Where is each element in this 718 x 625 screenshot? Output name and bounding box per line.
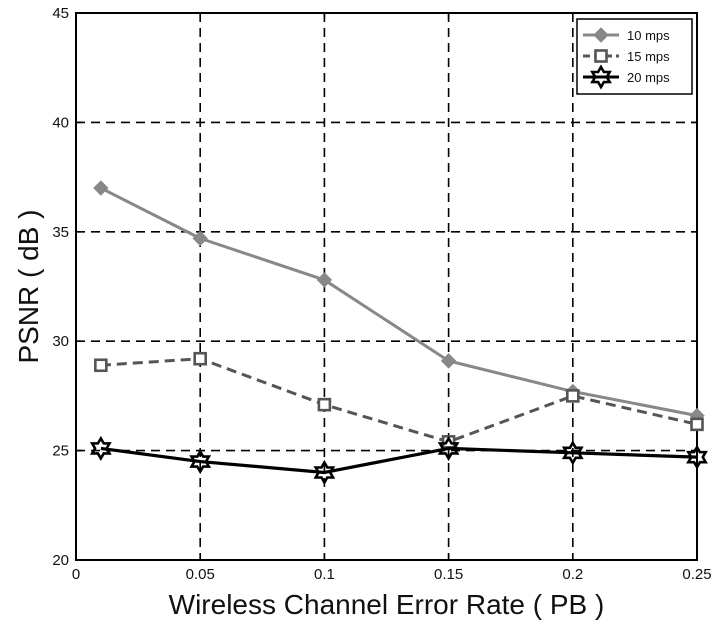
data-point <box>690 417 704 432</box>
x-tick-label: 0.1 <box>314 566 335 583</box>
legend-item: 15 mps <box>583 49 670 64</box>
x-tick-label: 0 <box>72 566 80 583</box>
axis-ticks: 0 0.05 0.1 0.15 0.2 0.25 20 25 30 35 40 45 <box>52 5 711 583</box>
legend-item: 10 mps <box>583 27 670 43</box>
data-point <box>93 180 109 196</box>
legend-label: 20 mps <box>627 70 670 85</box>
x-tick-label: 0.2 <box>562 566 583 583</box>
data-point <box>686 444 708 470</box>
legend-item: 20 mps <box>583 64 670 90</box>
y-axis-title: PSNR ( dB ) <box>13 209 44 363</box>
x-tick-label: 0.05 <box>186 566 215 583</box>
data-point <box>317 397 332 412</box>
x-tick-label: 0.15 <box>434 566 463 583</box>
data-point <box>561 440 584 466</box>
data-point <box>193 351 207 366</box>
data-point <box>437 435 460 461</box>
x-tick-label: 0.25 <box>682 566 711 583</box>
legend-marker <box>593 27 609 43</box>
series-line <box>100 446 698 475</box>
data-point <box>192 230 208 247</box>
y-tick-label: 20 <box>52 552 69 569</box>
series-3 <box>89 435 708 486</box>
data-point <box>565 389 580 403</box>
y-tick-label: 35 <box>52 224 69 241</box>
legend-label: 10 mps <box>627 28 670 43</box>
legend-label: 15 mps <box>627 49 670 64</box>
data-point <box>94 358 108 373</box>
legend: 10 mps 15 mps 20 mps <box>576 18 693 95</box>
y-tick-label: 45 <box>52 5 69 22</box>
data-point <box>316 272 333 288</box>
plot-area-frame <box>75 12 698 561</box>
data-point <box>313 459 336 486</box>
y-tick-label: 40 <box>52 114 69 131</box>
x-axis-title: Wireless Channel Error Rate ( PB ) <box>169 589 605 620</box>
data-point <box>189 448 212 475</box>
data-point <box>89 435 112 461</box>
legend-marker <box>594 49 608 63</box>
series-line <box>100 186 698 418</box>
data-series <box>89 180 708 486</box>
data-point <box>440 353 457 369</box>
series-line <box>100 357 698 444</box>
y-tick-label: 30 <box>52 333 69 350</box>
legend-marker <box>590 64 612 90</box>
y-tick-label: 25 <box>52 443 69 460</box>
